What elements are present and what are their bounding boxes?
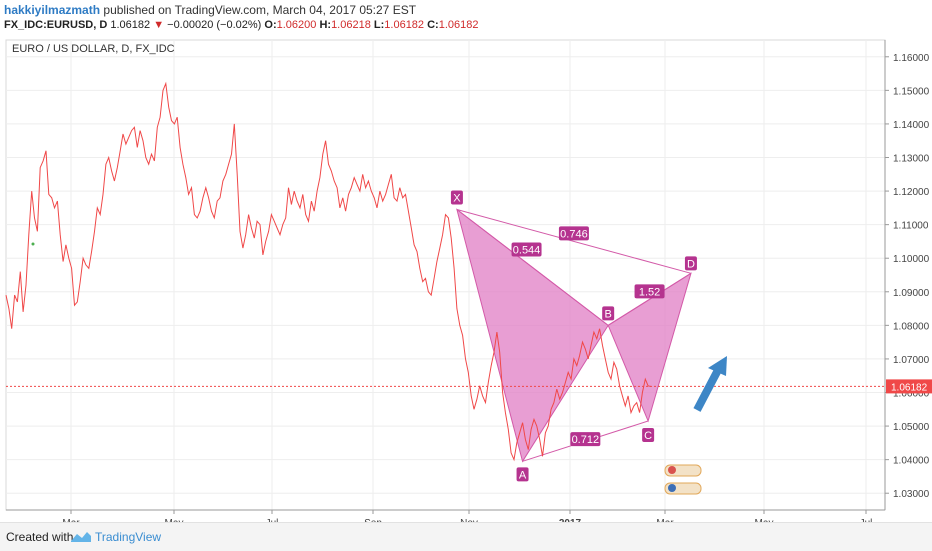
- current-price-tag: [886, 379, 932, 394]
- x-tick-label: May: [755, 518, 774, 522]
- y-tick-label: 1.15000: [893, 86, 930, 97]
- chart-title: EURO / US DOLLAR, D, FX_IDC: [12, 43, 175, 55]
- price-line: [5, 81, 652, 462]
- event-flag-icons[interactable]: [664, 464, 702, 495]
- current-price-marker: 1.06182: [6, 379, 932, 394]
- y-axis: 1.16000 1.15000 1.14000 1.13000 1.12000 1.110…: [884, 40, 930, 510]
- plot-area: [5, 39, 886, 511]
- open-value: 1.06200: [276, 19, 317, 31]
- low-label: L:: [373, 19, 385, 31]
- y-tick-label: 1.10000: [893, 254, 930, 265]
- x-tick-label: Jul: [860, 518, 873, 522]
- point-label-d: D: [687, 258, 695, 270]
- y-tick-label: 1.12000: [893, 187, 930, 198]
- ratio-label: 1.52: [639, 286, 660, 298]
- y-tick-label: 1.09000: [893, 288, 930, 299]
- trend-arrow-icon: [693, 356, 727, 412]
- close-label: C:: [427, 19, 439, 31]
- published-text: published on TradingView.com, March 04, …: [103, 3, 417, 17]
- point-label-d-bg: [684, 256, 697, 271]
- indicator-dot: [31, 242, 35, 246]
- ratio-label-bg: [634, 284, 665, 299]
- price-chart[interactable]: EURO / US DOLLAR, D, FX_IDC 1.16000 1.150…: [0, 36, 932, 522]
- pattern-line-bd: [607, 272, 692, 326]
- symbol-name: FX_IDC:EURUSD, D: [4, 19, 108, 31]
- price-change: −0.00020 (−0.02%): [167, 19, 262, 31]
- y-tick-label: 1.06000: [893, 389, 930, 400]
- pattern-line-xb: [456, 209, 609, 326]
- x-axis: Mar May Jul Sep Nov 2017 Mar May Jul: [6, 509, 885, 522]
- point-label-b: B: [605, 308, 612, 320]
- y-tick-label: 1.11000: [893, 221, 929, 232]
- last-price: 1.06182: [110, 19, 151, 31]
- y-tick-label: 1.03000: [893, 489, 930, 500]
- x-tick-label: Jul: [266, 518, 279, 522]
- x-tick-label: Mar: [656, 518, 674, 522]
- x-tick-label: May: [165, 518, 184, 522]
- low-value: 1.06182: [384, 19, 425, 31]
- pattern-labels: X A B C D 0.544 0.746 1.52 0.712: [450, 190, 697, 482]
- point-label-c-bg: [642, 428, 655, 443]
- created-with-text: Created with: [6, 530, 74, 544]
- point-label-x-bg: [450, 190, 463, 205]
- high-value: 1.06218: [331, 19, 371, 31]
- chart-header: hakkiyilmazmath published on TradingView…: [0, 0, 932, 36]
- y-tick-label: 1.16000: [893, 53, 930, 64]
- pattern-line-xd: [456, 209, 692, 274]
- point-label-x: X: [453, 193, 461, 205]
- current-price-label: 1.06182: [891, 382, 928, 393]
- tradingview-brand-link[interactable]: TradingView: [95, 530, 162, 544]
- ratio-label-bg: [570, 432, 601, 447]
- footer: Created with TradingView: [0, 522, 932, 551]
- symbol-line: FX_IDC:EURUSD, D 1.06182 ▼ −0.00020 (−0.…: [4, 19, 478, 31]
- author-link[interactable]: hakkiyilmazmath: [4, 3, 101, 17]
- y-tick-label: 1.13000: [893, 154, 930, 165]
- y-tick-label: 1.04000: [893, 456, 930, 467]
- x-tick-label: Nov: [460, 518, 478, 522]
- ratio-label-bg: [558, 226, 589, 241]
- down-triangle-icon: ▼: [153, 19, 165, 31]
- high-label: H:: [319, 19, 332, 31]
- publish-line: hakkiyilmazmath published on TradingView…: [4, 3, 416, 17]
- grid: [6, 40, 885, 510]
- point-label-a-bg: [516, 467, 529, 482]
- x-tick-label: Sep: [364, 518, 382, 522]
- x-tick-label: Mar: [62, 518, 80, 522]
- x-tick-label: 2017: [559, 518, 582, 522]
- point-label-c: C: [644, 430, 652, 442]
- ratio-label: 0.712: [572, 434, 600, 446]
- point-label-a: A: [519, 469, 527, 481]
- close-value: 1.06182: [438, 19, 479, 31]
- ratio-label: 0.544: [513, 244, 541, 256]
- tradingview-logo-icon: [71, 532, 91, 542]
- point-label-b-bg: [602, 306, 615, 321]
- ratio-label: 0.746: [560, 228, 588, 240]
- y-tick-label: 1.14000: [893, 120, 930, 131]
- ratio-label-bg: [511, 242, 542, 257]
- y-tick-label: 1.08000: [893, 321, 930, 332]
- open-label: O:: [264, 19, 277, 31]
- y-tick-label: 1.05000: [893, 422, 930, 433]
- y-tick-label: 1.07000: [893, 355, 930, 366]
